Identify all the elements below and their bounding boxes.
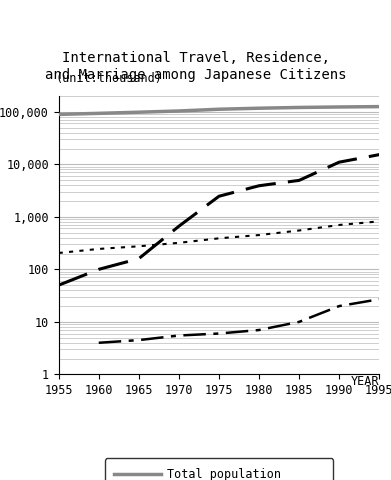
International marriage bbox=[297, 319, 301, 325]
International travel bbox=[377, 152, 382, 157]
International marriage bbox=[177, 333, 181, 338]
Foreign residence bbox=[97, 246, 101, 252]
International marriage bbox=[257, 327, 262, 333]
Text: YEAR: YEAR bbox=[351, 375, 379, 388]
Foreign residence bbox=[56, 250, 61, 256]
Text: International Travel, Residence,
and Marriage among Japanese Citizens: International Travel, Residence, and Mar… bbox=[45, 51, 346, 82]
International marriage bbox=[136, 337, 141, 343]
Foreign residence bbox=[377, 218, 382, 224]
Line: Total population: Total population bbox=[59, 107, 379, 114]
Foreign residence bbox=[177, 240, 181, 246]
Total population bbox=[297, 105, 301, 110]
Line: International marriage: International marriage bbox=[99, 299, 379, 343]
Foreign residence bbox=[257, 232, 262, 238]
International travel bbox=[337, 159, 342, 165]
Total population bbox=[56, 111, 61, 117]
International marriage bbox=[97, 340, 101, 346]
International marriage bbox=[377, 296, 382, 302]
International travel bbox=[97, 266, 101, 272]
Total population bbox=[257, 105, 262, 111]
Line: International travel: International travel bbox=[59, 155, 379, 285]
International travel bbox=[217, 193, 221, 199]
Legend: Total population, International travel, Foreign residence, International marriag: Total population, International travel, … bbox=[104, 458, 334, 480]
Foreign residence bbox=[337, 222, 342, 228]
International travel bbox=[177, 223, 181, 229]
Total population bbox=[377, 104, 382, 109]
Total population bbox=[217, 107, 221, 112]
International travel bbox=[56, 282, 61, 288]
Foreign residence bbox=[217, 236, 221, 241]
Total population bbox=[136, 109, 141, 115]
Text: (unit:thousand): (unit:thousand) bbox=[56, 72, 162, 85]
International marriage bbox=[337, 303, 342, 309]
International travel bbox=[136, 256, 141, 262]
Line: Foreign residence: Foreign residence bbox=[59, 221, 379, 253]
International travel bbox=[297, 178, 301, 183]
International travel bbox=[257, 183, 262, 189]
Total population bbox=[177, 108, 181, 114]
Foreign residence bbox=[136, 243, 141, 249]
International marriage bbox=[217, 331, 221, 336]
Total population bbox=[97, 110, 101, 116]
Foreign residence bbox=[297, 228, 301, 233]
Total population bbox=[337, 104, 342, 110]
